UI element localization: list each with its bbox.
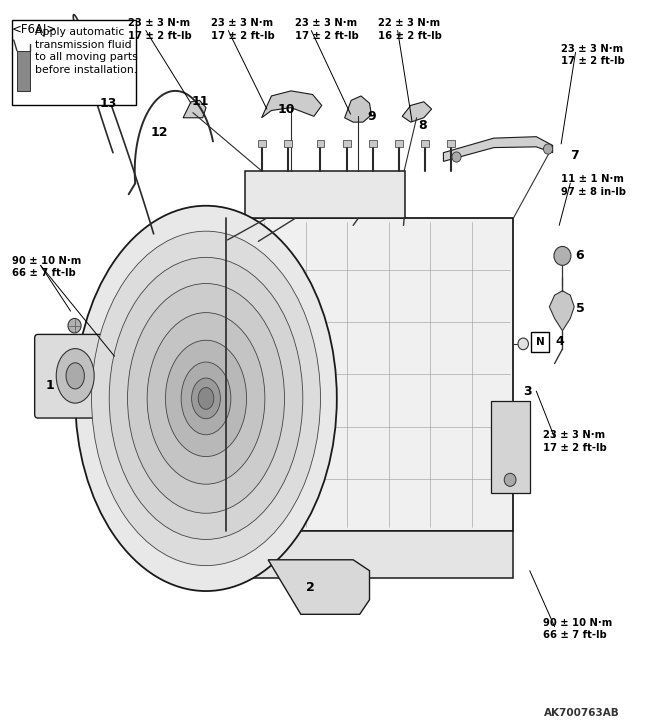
- Text: 23 ± 3 N·m
17 ± 2 ft-lb: 23 ± 3 N·m 17 ± 2 ft-lb: [543, 430, 606, 453]
- Circle shape: [68, 318, 81, 333]
- Text: 10: 10: [277, 103, 295, 116]
- Text: N: N: [536, 337, 545, 347]
- Bar: [421, 140, 429, 147]
- Polygon shape: [402, 102, 432, 122]
- Circle shape: [452, 152, 461, 162]
- Bar: [531, 332, 549, 352]
- Ellipse shape: [128, 284, 284, 513]
- Text: 23 ± 3 N·m
17 ± 2 ft-lb: 23 ± 3 N·m 17 ± 2 ft-lb: [561, 44, 625, 66]
- Ellipse shape: [181, 362, 231, 435]
- Bar: [447, 140, 455, 147]
- Bar: [284, 140, 292, 147]
- Polygon shape: [262, 91, 322, 118]
- Circle shape: [518, 338, 528, 350]
- Text: 9: 9: [368, 110, 376, 123]
- Bar: [222, 531, 513, 578]
- Ellipse shape: [165, 340, 247, 457]
- Bar: [343, 140, 351, 147]
- Bar: [245, 171, 405, 218]
- Text: 1: 1: [46, 379, 54, 392]
- Text: 11 ± 1 N·m
97 ± 8 in-lb: 11 ± 1 N·m 97 ± 8 in-lb: [561, 174, 626, 197]
- Polygon shape: [345, 96, 371, 122]
- Ellipse shape: [109, 257, 303, 539]
- Circle shape: [504, 473, 516, 486]
- Circle shape: [554, 246, 571, 265]
- Polygon shape: [268, 560, 370, 614]
- Bar: [395, 140, 403, 147]
- FancyBboxPatch shape: [490, 401, 530, 493]
- Circle shape: [543, 144, 553, 154]
- Text: 90 ± 10 N·m
66 ± 7 ft-lb: 90 ± 10 N·m 66 ± 7 ft-lb: [543, 618, 612, 640]
- Text: 5: 5: [576, 302, 584, 315]
- Text: 13: 13: [99, 97, 117, 110]
- Ellipse shape: [92, 231, 320, 566]
- Text: 4: 4: [556, 335, 564, 348]
- Text: 7: 7: [570, 149, 579, 162]
- Ellipse shape: [75, 206, 337, 591]
- Text: 6: 6: [576, 249, 584, 262]
- FancyBboxPatch shape: [222, 218, 513, 531]
- Polygon shape: [443, 137, 553, 161]
- Ellipse shape: [192, 378, 220, 419]
- Bar: [17, 51, 30, 91]
- Bar: [317, 140, 324, 147]
- Bar: [12, 20, 136, 105]
- Text: 23 ± 3 N·m
17 ± 2 ft-lb: 23 ± 3 N·m 17 ± 2 ft-lb: [295, 18, 358, 41]
- Text: 3: 3: [523, 385, 532, 398]
- Text: AK700763AB: AK700763AB: [544, 708, 620, 718]
- Text: 8: 8: [419, 119, 427, 132]
- Text: 22 ± 3 N·m
16 ± 2 ft-lb: 22 ± 3 N·m 16 ± 2 ft-lb: [378, 18, 442, 41]
- Ellipse shape: [147, 313, 265, 484]
- Bar: [369, 140, 377, 147]
- Text: 90 ± 10 N·m
66 ± 7 ft-lb: 90 ± 10 N·m 66 ± 7 ft-lb: [12, 256, 81, 278]
- Text: 11: 11: [192, 95, 209, 108]
- FancyBboxPatch shape: [35, 334, 116, 418]
- Text: 23 ± 3 N·m
17 ± 2 ft-lb: 23 ± 3 N·m 17 ± 2 ft-lb: [128, 18, 191, 41]
- Polygon shape: [549, 291, 574, 331]
- Polygon shape: [183, 100, 206, 118]
- Text: 12: 12: [150, 126, 168, 139]
- Text: 2: 2: [306, 581, 315, 594]
- Bar: [258, 140, 266, 147]
- Ellipse shape: [66, 363, 84, 389]
- Ellipse shape: [56, 349, 94, 403]
- Ellipse shape: [198, 387, 214, 409]
- Text: <F6AJ>: <F6AJ>: [12, 23, 57, 36]
- Text: 23 ± 3 N·m
17 ± 2 ft-lb: 23 ± 3 N·m 17 ± 2 ft-lb: [211, 18, 274, 41]
- Text: Apply automatic
transmission fluid
to all moving parts
before installation.: Apply automatic transmission fluid to al…: [35, 27, 138, 76]
